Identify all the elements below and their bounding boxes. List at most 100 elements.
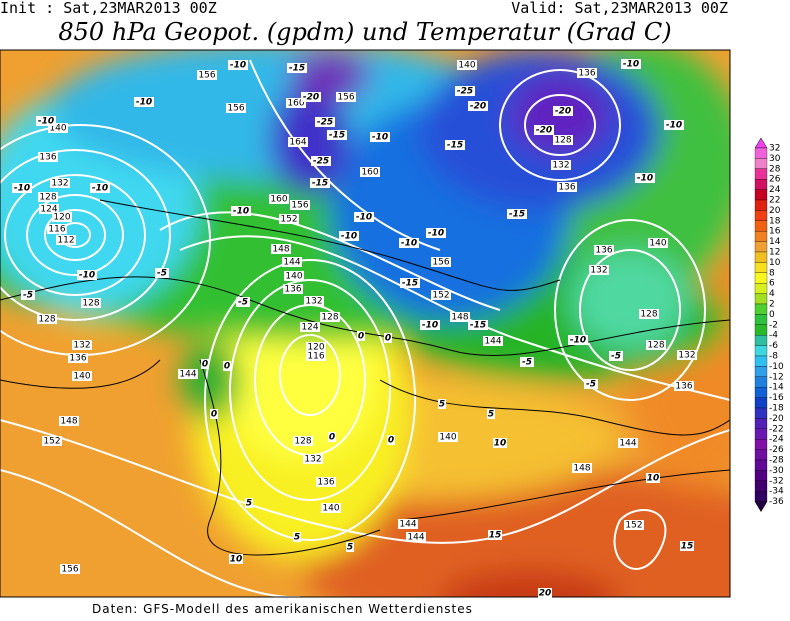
colorbar-label: 26 bbox=[769, 175, 781, 185]
colorbar-swatch bbox=[754, 418, 768, 429]
temperature-label: -15 bbox=[329, 131, 345, 141]
temperature-label: -10 bbox=[92, 184, 108, 194]
colorbar-label: -8 bbox=[769, 352, 778, 362]
label-box bbox=[60, 564, 80, 574]
label-box bbox=[384, 333, 392, 343]
colorbar-label: 10 bbox=[769, 258, 781, 268]
label-box bbox=[39, 204, 59, 214]
colorbar-label: -34 bbox=[769, 487, 784, 497]
label-box bbox=[577, 68, 597, 78]
geopotential-label: 148 bbox=[451, 313, 468, 323]
label-box bbox=[553, 106, 573, 116]
geopotential-label: 132 bbox=[552, 161, 569, 171]
geopotential-label: 144 bbox=[283, 258, 300, 268]
geopotential-label: 136 bbox=[595, 246, 612, 256]
colorbar-swatch bbox=[754, 491, 768, 502]
temperature-label: -20 bbox=[536, 126, 552, 136]
geopotential-label: 136 bbox=[317, 478, 334, 488]
label-box bbox=[178, 369, 198, 379]
label-box bbox=[52, 212, 72, 222]
colorbar-swatch bbox=[754, 470, 768, 481]
label-box bbox=[306, 351, 326, 361]
label-box bbox=[36, 116, 56, 126]
geopotential-label: 156 bbox=[337, 93, 354, 103]
geopotential-label: 140 bbox=[439, 433, 456, 443]
label-box bbox=[286, 98, 306, 108]
label-box bbox=[77, 270, 97, 280]
colorbar-swatch bbox=[754, 459, 768, 471]
label-box bbox=[357, 331, 365, 341]
geopotential-label: 144 bbox=[407, 533, 424, 543]
colorbar-label: 22 bbox=[769, 196, 780, 206]
geopotential-label: 152 bbox=[280, 215, 297, 225]
temperature-label: -5 bbox=[238, 298, 248, 308]
label-box bbox=[72, 371, 92, 381]
label-box bbox=[487, 409, 495, 419]
label-box bbox=[387, 435, 395, 445]
label-box bbox=[68, 353, 88, 363]
label-box bbox=[664, 120, 684, 130]
geopotential-label: 128 bbox=[294, 437, 311, 447]
label-box bbox=[639, 309, 659, 319]
colorbar-label: -28 bbox=[769, 456, 784, 466]
geopotential-label: 132 bbox=[51, 179, 68, 189]
geopotential-label: 156 bbox=[61, 565, 78, 575]
label-box bbox=[594, 245, 614, 255]
geopotential-label: 140 bbox=[285, 272, 302, 282]
geopotential-label: 156 bbox=[291, 201, 308, 211]
geopotential-label: 136 bbox=[578, 69, 595, 79]
label-box bbox=[370, 132, 390, 142]
colorbar-top-arrow bbox=[754, 137, 768, 149]
label-box bbox=[210, 409, 218, 419]
colorbar-label: -20 bbox=[769, 414, 784, 424]
label-box bbox=[306, 342, 326, 352]
colorbar-swatch bbox=[754, 251, 768, 263]
colorbar-swatch bbox=[754, 428, 768, 440]
geopotential-label: 152 bbox=[43, 437, 60, 447]
colorbar-swatch bbox=[754, 179, 768, 190]
temperature-label: -20 bbox=[303, 93, 319, 103]
colorbar-swatch bbox=[754, 220, 768, 232]
temperature-label: -5 bbox=[23, 291, 33, 301]
geopotential-label: 128 bbox=[321, 313, 338, 323]
geopotential-label: 128 bbox=[38, 315, 55, 325]
label-box bbox=[245, 498, 253, 508]
colorbar-swatch bbox=[754, 387, 768, 398]
temperature-label: -10 bbox=[666, 121, 682, 131]
colorbar-label: 2 bbox=[769, 300, 775, 310]
geopotential-label: 124 bbox=[301, 323, 318, 333]
colorbar-label: -4 bbox=[769, 331, 778, 341]
temperature-label: 0 bbox=[329, 433, 335, 443]
geopotential-label: 144 bbox=[484, 337, 501, 347]
label-box bbox=[269, 194, 289, 204]
geopotential-label: 156 bbox=[432, 258, 449, 268]
colorbar-label: -12 bbox=[769, 372, 784, 382]
label-box bbox=[320, 312, 340, 322]
temperature-label: -5 bbox=[611, 352, 621, 362]
temperature-label: -10 bbox=[230, 61, 246, 71]
label-box bbox=[290, 200, 310, 210]
label-box bbox=[445, 140, 465, 150]
label-box bbox=[339, 231, 359, 241]
colorbar-label: 16 bbox=[769, 227, 781, 237]
colorbar-swatch bbox=[754, 262, 768, 273]
colorbar-label: -6 bbox=[769, 341, 778, 351]
label-box bbox=[483, 336, 503, 346]
geopotential-label: 144 bbox=[399, 520, 416, 530]
label-box bbox=[300, 322, 320, 332]
temperature-label: -15 bbox=[402, 279, 418, 289]
temperature-label: -10 bbox=[38, 117, 54, 127]
label-box bbox=[236, 297, 250, 307]
colorbar-swatch bbox=[754, 397, 768, 409]
label-box bbox=[90, 183, 110, 193]
colorbar-swatch bbox=[754, 168, 768, 180]
label-box bbox=[321, 503, 341, 513]
geopotential-label: 156 bbox=[198, 71, 215, 81]
temperature-label: 0 bbox=[358, 332, 364, 342]
label-box bbox=[646, 340, 666, 350]
label-box bbox=[398, 519, 418, 529]
label-box bbox=[677, 350, 697, 360]
colorbar-label: -24 bbox=[769, 435, 784, 445]
colorbar-label: -36 bbox=[769, 497, 784, 507]
temperature-label: -20 bbox=[555, 107, 571, 117]
